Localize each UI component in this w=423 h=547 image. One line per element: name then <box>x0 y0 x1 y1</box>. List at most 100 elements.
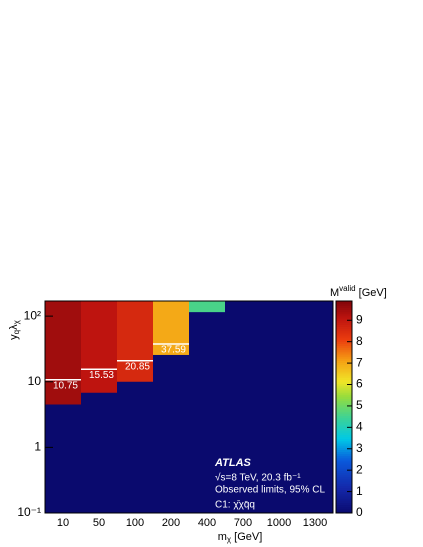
plot-frame <box>44 300 334 514</box>
colorbar-tick-label: 7 <box>356 355 363 369</box>
colorbar-cell <box>336 345 352 349</box>
atlas-label: ATLAS <box>214 457 252 469</box>
colorbar-cell <box>336 343 352 347</box>
colorbar-cell <box>336 330 352 334</box>
limit-label: 37.59 <box>161 345 186 356</box>
colorbar-cell <box>336 311 352 315</box>
colorbar-cell <box>336 356 352 359</box>
colorbar-cell <box>336 385 352 389</box>
colorbar-cell <box>336 358 352 361</box>
colorbar-cell <box>336 392 352 395</box>
x-tick-label: 10 <box>57 517 69 529</box>
colorbar-cell <box>336 413 352 416</box>
colorbar-cell <box>336 326 352 330</box>
colorbar-cell <box>336 354 352 357</box>
colorbar-cell <box>336 309 352 313</box>
colorbar-tick-label: 2 <box>356 462 363 476</box>
colorbar-tick-label: 1 <box>356 484 363 498</box>
colorbar-cell <box>336 334 352 338</box>
colorbar-cell <box>336 438 352 442</box>
colorbar-cell <box>336 417 352 421</box>
colorbar-label: Mvalid [GeV] <box>330 284 387 299</box>
colorbar-cell <box>336 510 352 514</box>
x-tick-label: 200 <box>162 517 180 529</box>
colorbar-cell <box>336 411 352 414</box>
colorbar-cell <box>336 481 352 484</box>
x-tick-label: 1000 <box>267 517 291 529</box>
limit-label: 15.53 <box>89 370 114 381</box>
colorbar-cell <box>336 470 352 474</box>
colorbar-cell <box>336 483 352 486</box>
colorbar-cell <box>336 409 352 412</box>
colorbar-cell <box>336 496 352 499</box>
y-tick-label: 10 <box>28 374 42 388</box>
colorbar-cell <box>336 460 352 463</box>
colorbar-cell <box>336 491 352 495</box>
colorbar-cell <box>336 366 352 370</box>
colorbar-cell <box>336 320 352 323</box>
heatmap-cell <box>81 301 117 393</box>
colorbar-cell <box>336 383 352 387</box>
colorbar-cell <box>336 415 352 419</box>
colorbar-tick-label: 6 <box>356 377 363 391</box>
colorbar-cell <box>336 328 352 332</box>
colorbar-tick-label: 4 <box>356 420 363 434</box>
colorbar-cell <box>336 362 352 366</box>
colorbar-cell <box>336 404 352 408</box>
x-axis-label: mχ [GeV] <box>218 531 263 544</box>
colorbar-cell <box>336 504 352 508</box>
colorbar-cell <box>336 364 352 368</box>
colorbar-cell <box>336 453 352 457</box>
colorbar-cell <box>336 474 352 478</box>
x-tick-label: 50 <box>93 517 105 529</box>
colorbar-cell <box>336 387 352 391</box>
colorbar-cell <box>336 498 352 501</box>
y-axis-label: yqλχ <box>8 319 21 339</box>
colorbar-cell <box>336 449 352 453</box>
colorbar-cell <box>336 324 352 327</box>
colorbar-cell <box>336 303 352 306</box>
colorbar-cell <box>336 400 352 404</box>
colorbar-cell <box>336 370 352 374</box>
y-tick-label: 1 <box>34 440 41 454</box>
colorbar-cell <box>336 430 352 433</box>
x-tick-label: 700 <box>234 517 252 529</box>
colorbar-tick-label: 8 <box>356 334 363 348</box>
colorbar-cell <box>336 426 352 429</box>
colorbar-cell <box>336 489 352 493</box>
colorbar-tick-label: 3 <box>356 441 363 455</box>
colorbar-tick-label: 0 <box>356 505 363 519</box>
colorbar-cell <box>336 423 352 427</box>
colorbar-cell <box>336 381 352 385</box>
x-tick-label: 1300 <box>303 517 327 529</box>
colorbar-cell <box>336 440 352 444</box>
colorbar-cell <box>336 464 352 467</box>
colorbar-cell <box>336 419 352 423</box>
colorbar-cell <box>336 476 352 480</box>
colorbar-cell <box>336 479 352 482</box>
colorbar-cell <box>336 307 352 310</box>
colorbar-cell <box>336 506 352 510</box>
colorbar-cell <box>336 349 352 353</box>
heatmap-cell <box>117 301 153 382</box>
colorbar-cell <box>336 451 352 455</box>
colorbar-cell <box>336 432 352 436</box>
colorbar-cell <box>336 377 352 380</box>
heatmap-cell <box>45 301 81 405</box>
colorbar-cell <box>336 402 352 406</box>
colorbar-tick-label: 5 <box>356 398 363 412</box>
colorbar-cell <box>336 508 352 512</box>
colorbar-cell <box>336 396 352 400</box>
colorbar-cell <box>336 394 352 397</box>
annotation: C1: χ̄χq̄q <box>215 500 255 511</box>
heatmap-cell <box>153 301 189 355</box>
annotation: Observed limits, 95% CL <box>215 485 325 496</box>
x-tick-label: 100 <box>126 517 144 529</box>
colorbar-cell <box>336 457 352 461</box>
colorbar-cell <box>336 455 352 459</box>
colorbar-cell <box>336 485 352 489</box>
colorbar-cell <box>336 305 352 308</box>
colorbar-cell <box>336 368 352 372</box>
colorbar-cell <box>336 447 352 450</box>
colorbar-cell <box>336 360 352 363</box>
